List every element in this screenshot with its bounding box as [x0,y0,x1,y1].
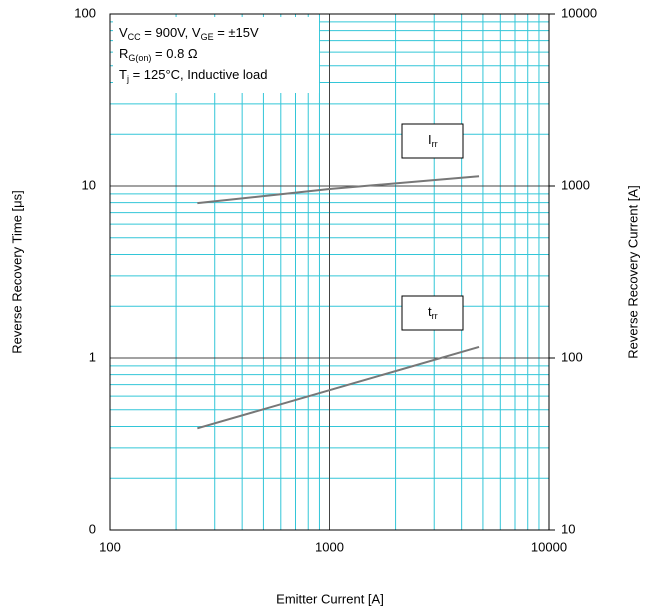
subscript: G(on) [128,53,151,63]
x-tick-label: 100 [99,539,121,554]
y2-tick-label: 10000 [561,5,597,20]
y-axis-label: Reverse Recovery Time [μs] [9,190,24,354]
annotation-text: VCC = 900V, VGE = ±15V [119,25,259,42]
annotation-part: = 125°C, Inductive load [129,67,268,82]
y2-tick-label: 10 [561,521,575,536]
plot-frame [109,13,550,531]
y-tick-label: 1 [89,349,96,364]
y2-axis-label: Reverse Recovery Current [A] [625,185,640,358]
subscript: GE [201,32,214,42]
subscript: CC [128,32,141,42]
annotation-part: = 0.8 Ω [151,46,197,61]
x-tick-label: 10000 [531,539,567,554]
annotation-box [113,17,319,93]
legend-box [401,123,464,159]
y2-tick-label: 100 [561,349,583,364]
legend-label: trr [428,304,438,321]
legend-box [401,295,464,331]
annotation-text: Tj = 125°C, Inductive load [119,67,268,84]
subscript: j [126,74,129,84]
annotation-text: RG(on) = 0.8 Ω [119,46,198,63]
y2-tick-label: 1000 [561,177,590,192]
data-line [197,175,480,205]
legend-label: Irr [428,132,438,149]
annotation-part: R [119,46,128,61]
x-tick-label: 1000 [315,539,344,554]
y-tick-label: 100 [74,5,96,20]
annotation-part: = ±15V [214,25,259,40]
y-tick-label: 10 [82,177,96,192]
annotation-part: T [119,67,127,82]
annotation-part: V [119,25,128,40]
annotation-part: = 900V, V [141,25,201,40]
data-line [197,345,480,430]
y-tick-label: 0 [89,521,96,536]
x-axis-label: Emitter Current [A] [276,591,384,606]
